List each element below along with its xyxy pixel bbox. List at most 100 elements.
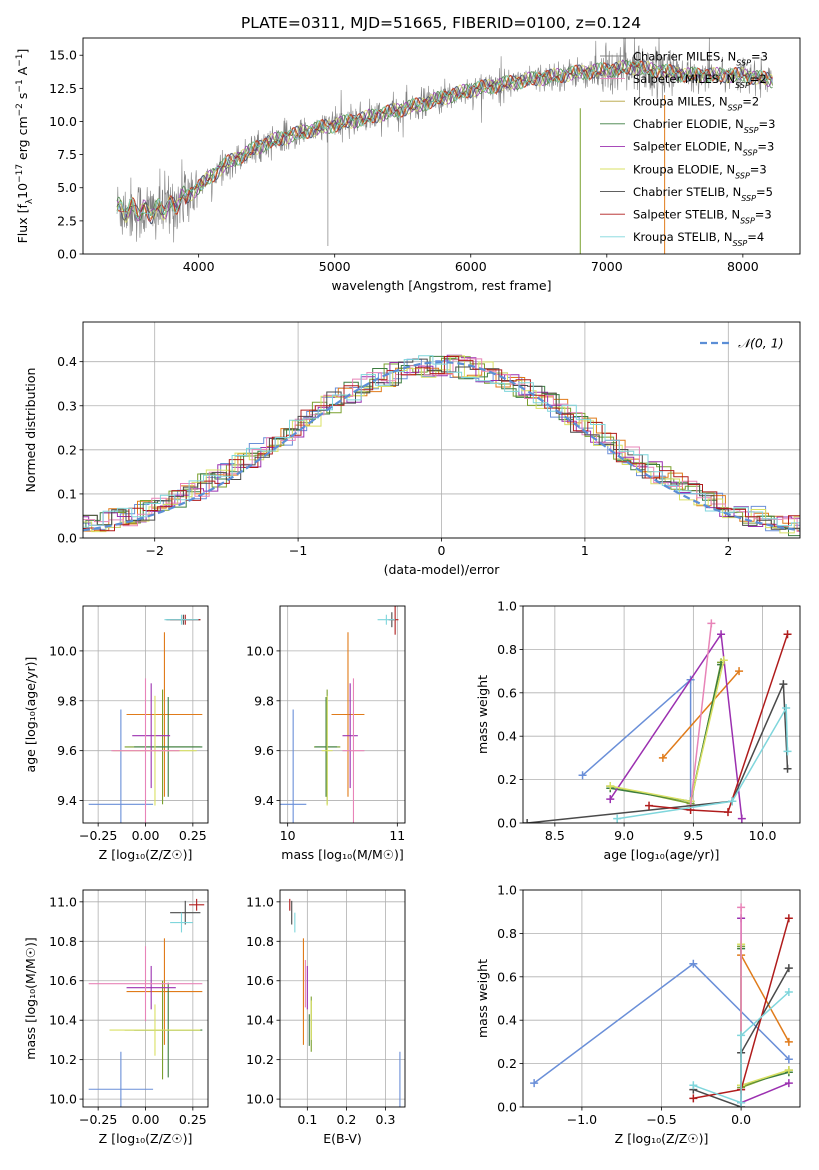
histogram-step xyxy=(83,358,800,532)
x-tick-label: −0.25 xyxy=(79,828,117,843)
x-axis-label: Z [log₁₀(Z/Z☉)] xyxy=(99,847,193,862)
x-tick-label: 4000 xyxy=(183,259,215,274)
y-tick-label: 5.0 xyxy=(57,180,77,195)
x-axis-label: wavelength [Angstrom, rest frame] xyxy=(331,278,551,293)
spectrum-model-line xyxy=(116,59,773,222)
weight-marker xyxy=(719,656,728,665)
legend-entry: 𝒩(0, 1) xyxy=(738,336,784,351)
y-tick-label: 0.0 xyxy=(497,816,517,831)
y-axis-label: Normed distribution xyxy=(23,368,38,493)
x-tick-label: 0.0 xyxy=(731,1112,751,1127)
spectrum-axes: 4000 5000 6000 7000 8000 0.0 2.5 5.0 7.5 10.0 12.5… xyxy=(49,48,759,293)
y-tick-label: 0.4 xyxy=(497,1013,517,1028)
y-tick-label: 1.0 xyxy=(497,883,517,898)
weight-line xyxy=(648,633,789,813)
plot-frame xyxy=(82,321,801,539)
plot-frame xyxy=(279,889,406,1108)
y-tick-label: 0.3 xyxy=(57,398,77,413)
x-tick-label: 0.00 xyxy=(132,1112,160,1127)
weight-marker xyxy=(658,753,667,762)
y-axis-label: mass [log₁₀(M/M☉)] xyxy=(23,937,38,1059)
weight-marker xyxy=(689,1094,698,1103)
spectrum-model-line xyxy=(116,60,773,225)
x-tick-label: 0 xyxy=(438,543,446,558)
y-tick-label: 9.6 xyxy=(254,743,274,758)
weight-marker xyxy=(784,1055,793,1064)
x-tick-label: 10.0 xyxy=(749,828,777,843)
y-tick-label: 0.0 xyxy=(497,1100,517,1115)
y-tick-label: 1.0 xyxy=(497,599,517,614)
y-axis-label: mass weight xyxy=(475,675,490,754)
weight-marker xyxy=(717,660,726,669)
plot-frame xyxy=(279,605,406,824)
x-axis-label: E(B-V) xyxy=(323,1131,362,1146)
weight-marker xyxy=(784,1037,793,1046)
legend-entry: Salpeter STELIB, NSSP=3 xyxy=(633,208,772,226)
y-tick-label: 10.2 xyxy=(246,1052,274,1067)
histogram-step xyxy=(83,355,800,534)
weight-marker xyxy=(784,1079,793,1088)
age_vs_Z-axes: −0.25 0.00 0.25 9.4 9.6 9.8 10.0 Z [log₁₀(Z/Z☉)… xyxy=(23,606,208,862)
weight-marker xyxy=(737,1098,746,1107)
y-tick-label: 0.2 xyxy=(57,442,77,457)
weight-marker xyxy=(689,1081,698,1090)
mass_vs_Z-points xyxy=(88,898,205,1107)
weight-marker xyxy=(779,680,788,689)
weight-line xyxy=(582,678,692,802)
weight-marker xyxy=(689,959,698,968)
residuals-axes: −2 −1 0 1 2 0.0 0.1 0.2 0.3 0.4 (data-model)/error… xyxy=(23,322,800,577)
y-tick-label: 9.4 xyxy=(57,793,77,808)
x-tick-label: 0.3 xyxy=(376,1112,396,1127)
weight-marker xyxy=(782,703,791,712)
histogram-step xyxy=(83,358,800,538)
y-tick-label: 0.6 xyxy=(497,969,517,984)
weight-marker xyxy=(784,987,793,996)
x-tick-label: 5000 xyxy=(319,259,351,274)
x-tick-label: 0.2 xyxy=(336,1112,356,1127)
weight-line xyxy=(689,623,713,806)
weight_vs_age-lines xyxy=(523,619,792,823)
y-tick-label: 10.4 xyxy=(246,1013,274,1028)
y-tick-label: 0.0 xyxy=(57,531,77,546)
weight-marker xyxy=(645,801,654,810)
weight-marker xyxy=(784,914,793,923)
spectrum-legend: Chabrier MILES, NSSP=3 Salpeter MILES, NS… xyxy=(600,49,775,248)
weight-marker xyxy=(530,1079,539,1088)
y-tick-label: 10.4 xyxy=(49,1013,77,1028)
y-tick-label: 10.0 xyxy=(246,643,274,658)
y-axis-label: age [log₁₀(age/yr)] xyxy=(23,657,38,773)
x-tick-label: −0.25 xyxy=(79,1112,117,1127)
x-tick-label: 9.5 xyxy=(683,828,703,843)
weight-marker xyxy=(784,964,793,973)
y-tick-label: 0.8 xyxy=(497,926,517,941)
x-tick-label: 7000 xyxy=(591,259,623,274)
y-tick-label: 10.8 xyxy=(246,934,274,949)
plot-frame xyxy=(522,889,801,1108)
spectrum-model-line xyxy=(116,59,773,221)
x-axis-label: age [log₁₀(age/yr)] xyxy=(604,847,720,862)
legend-entry: Chabrier ELODIE, NSSP=3 xyxy=(633,117,775,135)
y-axis-label: Flux [fλ10−17 erg cm−2 s−1 A−1] xyxy=(15,49,35,244)
weight-marker xyxy=(728,797,737,806)
y-tick-label: 15.0 xyxy=(49,48,77,63)
x-tick-label: 1 xyxy=(581,543,589,558)
y-axis-label: mass weight xyxy=(475,959,490,1038)
x-tick-label: 9.0 xyxy=(614,828,634,843)
weight-line xyxy=(527,683,789,823)
spectrum-model-line xyxy=(116,60,773,224)
plot-frame xyxy=(82,605,209,824)
y-tick-label: 9.8 xyxy=(57,693,77,708)
plot-frame xyxy=(82,889,209,1108)
y-tick-label: 10.8 xyxy=(49,934,77,949)
legend-entry: Chabrier MILES, NSSP=3 xyxy=(633,49,768,67)
weight-marker xyxy=(606,795,615,804)
age_vs_mass-points xyxy=(280,606,399,823)
weight-marker xyxy=(784,1066,793,1075)
x-tick-label: 8000 xyxy=(727,259,759,274)
x-tick-label: 11 xyxy=(389,828,405,843)
weight-marker xyxy=(783,630,792,639)
weight-marker xyxy=(613,814,622,823)
weight-marker xyxy=(735,667,744,676)
y-tick-label: 0.6 xyxy=(497,685,517,700)
weight-marker xyxy=(578,771,587,780)
